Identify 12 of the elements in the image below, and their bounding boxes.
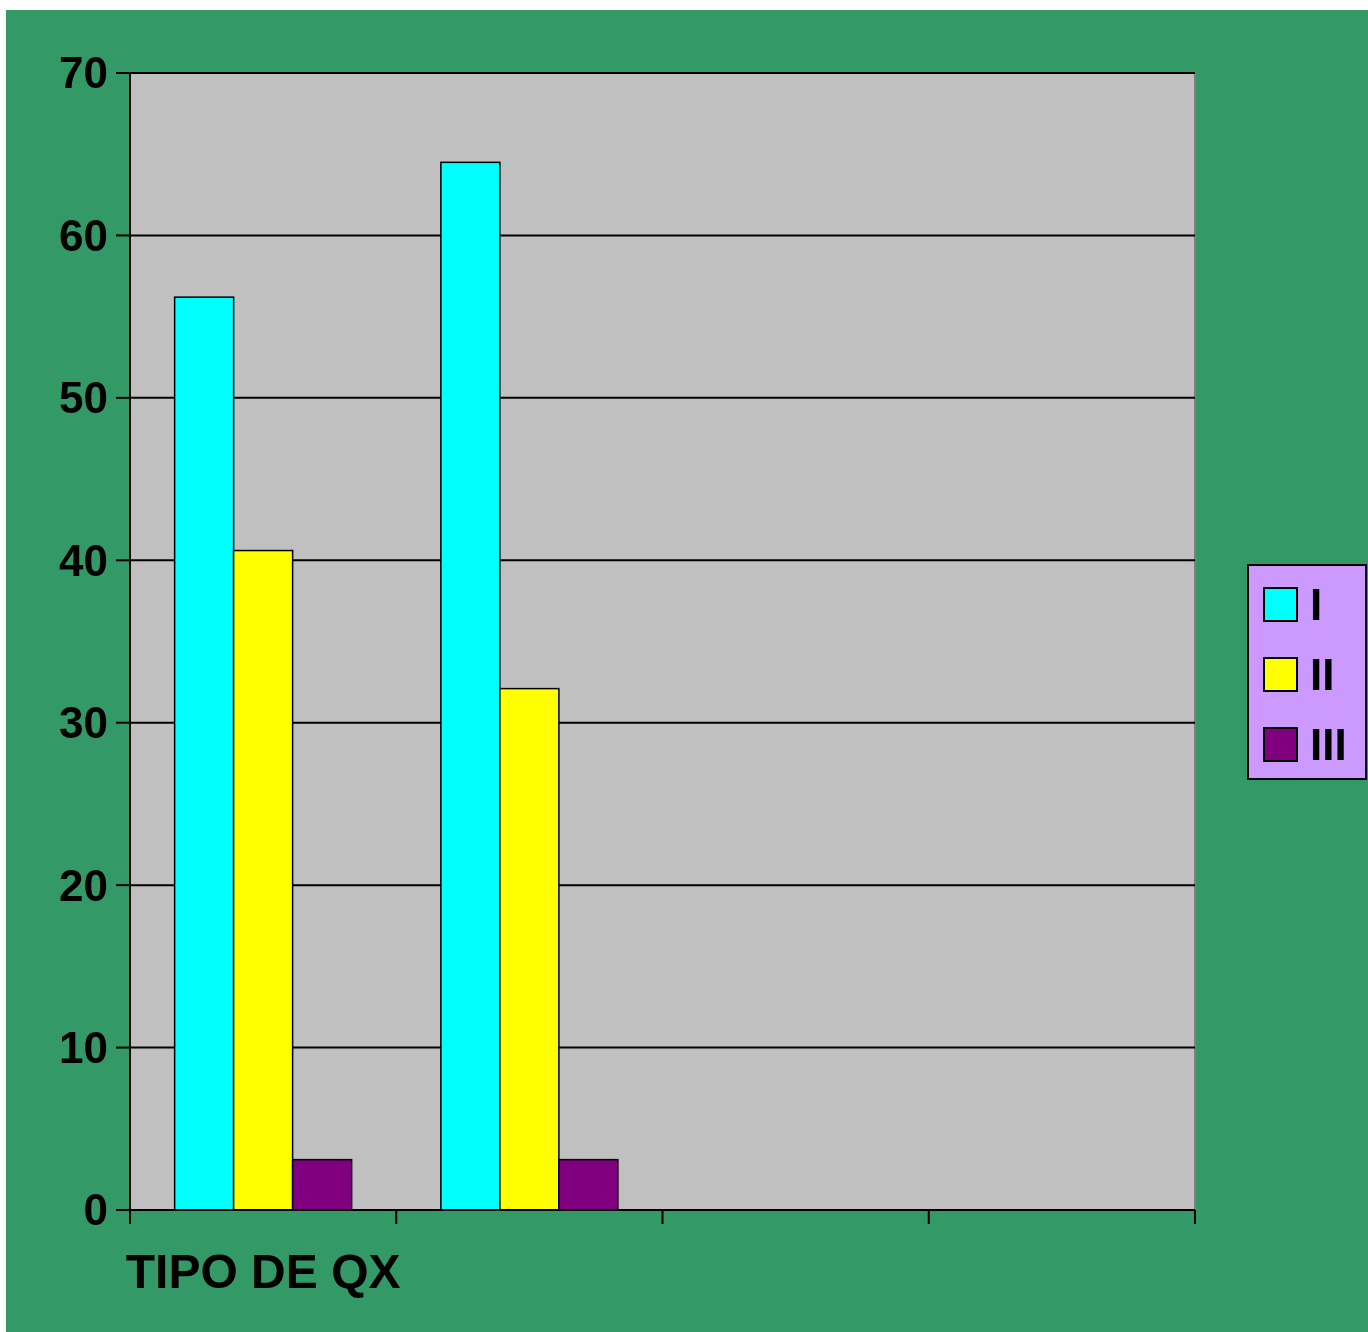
x-tick-label: TIPO DE QX [125, 1245, 401, 1298]
y-tick-label: 20 [59, 860, 108, 910]
y-tick-label: 50 [59, 373, 108, 423]
y-tick-label: 0 [83, 1185, 108, 1235]
y-tick-label: 60 [59, 210, 108, 260]
legend-label: III [1310, 720, 1347, 770]
y-tick-label: 30 [59, 698, 108, 748]
y-tick-label: 40 [59, 535, 108, 585]
y-tick-label: 70 [59, 48, 108, 98]
legend-label: I [1310, 580, 1323, 630]
legend-label: II [1310, 650, 1335, 700]
y-tick-label: 10 [59, 1022, 108, 1072]
